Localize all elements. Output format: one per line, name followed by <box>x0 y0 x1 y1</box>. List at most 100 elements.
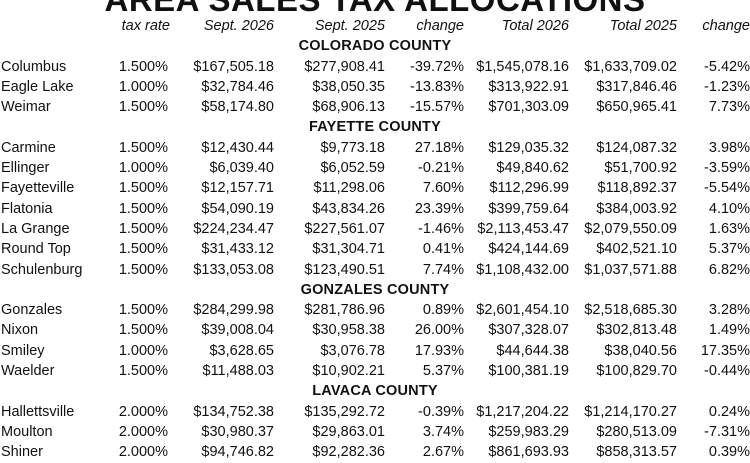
change-cell: 17.93% <box>414 342 464 359</box>
sept-2026-cell: $167,505.18 <box>193 58 274 75</box>
total-change-cell: 5.37% <box>708 241 750 258</box>
sept-2025-cell: $135,292.72 <box>304 403 385 420</box>
county-name: GONZALES COUNTY <box>300 281 450 298</box>
county-header-row: GONZALES COUNTY <box>0 280 750 300</box>
sept-2025-cell: $31,304.71 <box>312 241 385 258</box>
total-2026-cell: $424,144.69 <box>488 241 569 258</box>
total-change-cell: 4.10% <box>708 200 750 217</box>
header-sept-2026: Sept. 2026 <box>203 18 274 34</box>
total-change-cell: 3.28% <box>708 302 750 319</box>
total-2025-cell: $858,313.57 <box>596 444 677 461</box>
sept-2025-cell: $43,834.26 <box>312 200 385 217</box>
header-change: change <box>416 18 464 34</box>
change-cell: 7.60% <box>422 180 464 197</box>
tax-rate-cell: 2.000% <box>118 423 168 440</box>
tax-rate-cell: 1.500% <box>118 99 168 116</box>
header-sept-2025: Sept. 2025 <box>314 18 385 34</box>
sept-2026-cell: $30,980.37 <box>201 423 274 440</box>
sept-2025-cell: $3,076.78 <box>320 342 385 359</box>
city-name-cell: Shiner <box>1 444 43 461</box>
city-name-cell: Weimar <box>1 99 51 116</box>
city-name-cell: Carmine <box>1 139 56 156</box>
change-cell: -13.83% <box>409 78 464 95</box>
city-name-cell: Columbus <box>1 58 67 75</box>
city-name-cell: Fayetteville <box>1 180 75 197</box>
total-2026-cell: $129,035.32 <box>488 139 569 156</box>
tax-rate-cell: 2.000% <box>118 444 168 461</box>
total-2025-cell: $1,214,170.27 <box>584 403 677 420</box>
sept-2025-cell: $38,050.35 <box>312 78 385 95</box>
total-2026-cell: $1,217,204.22 <box>476 403 569 420</box>
total-change-cell: 7.73% <box>708 99 750 116</box>
header-row: tax rate Sept. 2026 Sept. 2025 change To… <box>0 16 750 36</box>
table-row: Smiley 1.000% $3,628.65 $3,076.78 17.93% $44,… <box>0 341 750 361</box>
change-cell: 3.74% <box>422 423 464 440</box>
city-name-cell: Ellinger <box>1 160 50 177</box>
tax-rate-cell: 1.500% <box>118 220 168 237</box>
total-2025-cell: $2,518,685.30 <box>584 302 677 319</box>
city-name-cell: Hallettsville <box>1 403 75 420</box>
total-2026-cell: $112,296.99 <box>489 180 569 197</box>
total-2026-cell: $49,840.62 <box>496 160 569 177</box>
total-2025-cell: $118,892.37 <box>597 180 677 197</box>
total-2025-cell: $384,003.92 <box>596 200 677 217</box>
total-2026-cell: $259,983.29 <box>488 423 569 440</box>
total-change-cell: 0.39% <box>708 444 750 461</box>
total-2026-cell: $861,693.93 <box>488 444 569 461</box>
tax-rate-cell: 2.000% <box>118 403 168 420</box>
sept-2026-cell: $133,053.08 <box>193 261 274 278</box>
table-row: Eagle Lake 1.000% $32,784.46 $38,050.35 -13.… <box>0 77 750 97</box>
header-name <box>0 16 104 36</box>
city-name-cell: Moulton <box>1 423 53 440</box>
total-change-cell: 1.63% <box>708 220 750 237</box>
total-2025-cell: $1,633,709.02 <box>584 58 677 75</box>
tax-rate-cell: 1.500% <box>118 322 168 339</box>
county-header-row: FAYETTE COUNTY <box>0 117 750 137</box>
total-2025-cell: $38,040.56 <box>604 342 677 359</box>
header-total-change: change <box>702 18 750 34</box>
change-cell: -39.72% <box>409 58 464 75</box>
total-2025-cell: $124,087.32 <box>596 139 677 156</box>
tax-rate-cell: 1.500% <box>118 58 168 75</box>
sept-2025-cell: $123,490.51 <box>304 261 385 278</box>
tax-rate-cell: 1.500% <box>118 200 168 217</box>
change-cell: 27.18% <box>414 139 464 156</box>
change-cell: 7.74% <box>422 261 464 278</box>
county-name: COLORADO COUNTY <box>298 38 452 55</box>
change-cell: 0.89% <box>422 302 464 319</box>
table-row: Flatonia 1.500% $54,090.19 $43,834.26 23.39%… <box>0 199 750 219</box>
table-body: COLORADO COUNTY Columbus 1.500% $167,505.18… <box>0 36 750 462</box>
total-change-cell: 1.49% <box>708 322 750 339</box>
table-row: Schulenburg 1.500% $133,053.08 $123,490.51 7… <box>0 260 750 280</box>
total-2025-cell: $51,700.92 <box>604 160 677 177</box>
table-row: Waelder 1.500% $11,488.03 $10,902.21 5.37% $1… <box>0 361 750 381</box>
table-row: Weimar 1.500% $58,174.80 $68,906.13 -15.57% $… <box>0 97 750 117</box>
city-name-cell: Smiley <box>1 342 45 359</box>
table-row: Shiner 2.000% $94,746.82 $92,282.36 2.67% $86… <box>0 442 750 462</box>
total-2026-cell: $399,759.64 <box>488 200 569 217</box>
total-2025-cell: $2,079,550.09 <box>584 220 677 237</box>
change-cell: 2.67% <box>422 444 464 461</box>
sept-2026-cell: $224,234.47 <box>193 220 274 237</box>
total-2026-cell: $1,108,432.00 <box>476 261 569 278</box>
change-cell: 23.39% <box>414 200 464 217</box>
total-2026-cell: $2,113,453.47 <box>477 220 569 237</box>
total-2026-cell: $44,644.38 <box>496 342 569 359</box>
change-cell: 0.41% <box>422 241 464 258</box>
sept-2025-cell: $10,902.21 <box>312 363 385 380</box>
county-name: LAVACA COUNTY <box>312 383 438 400</box>
city-name-cell: Waelder <box>1 363 55 380</box>
sept-2026-cell: $12,430.44 <box>201 139 274 156</box>
table-row: Ellinger 1.000% $6,039.40 $6,052.59 -0.21% $4… <box>0 158 750 178</box>
tax-rate-cell: 1.000% <box>118 78 168 95</box>
sept-2025-cell: $30,958.38 <box>312 322 385 339</box>
total-2025-cell: $100,829.70 <box>596 363 677 380</box>
sept-2025-cell: $29,863.01 <box>312 423 385 440</box>
total-2025-cell: $302,813.48 <box>596 322 677 339</box>
total-2025-cell: $280,513.09 <box>596 423 677 440</box>
total-2025-cell: $317,846.46 <box>596 78 677 95</box>
sept-2026-cell: $94,746.82 <box>201 444 274 461</box>
table-row: Columbus 1.500% $167,505.18 $277,908.41 -39.… <box>0 57 750 77</box>
total-2026-cell: $701,303.09 <box>488 99 569 116</box>
sept-2025-cell: $9,773.18 <box>320 139 385 156</box>
